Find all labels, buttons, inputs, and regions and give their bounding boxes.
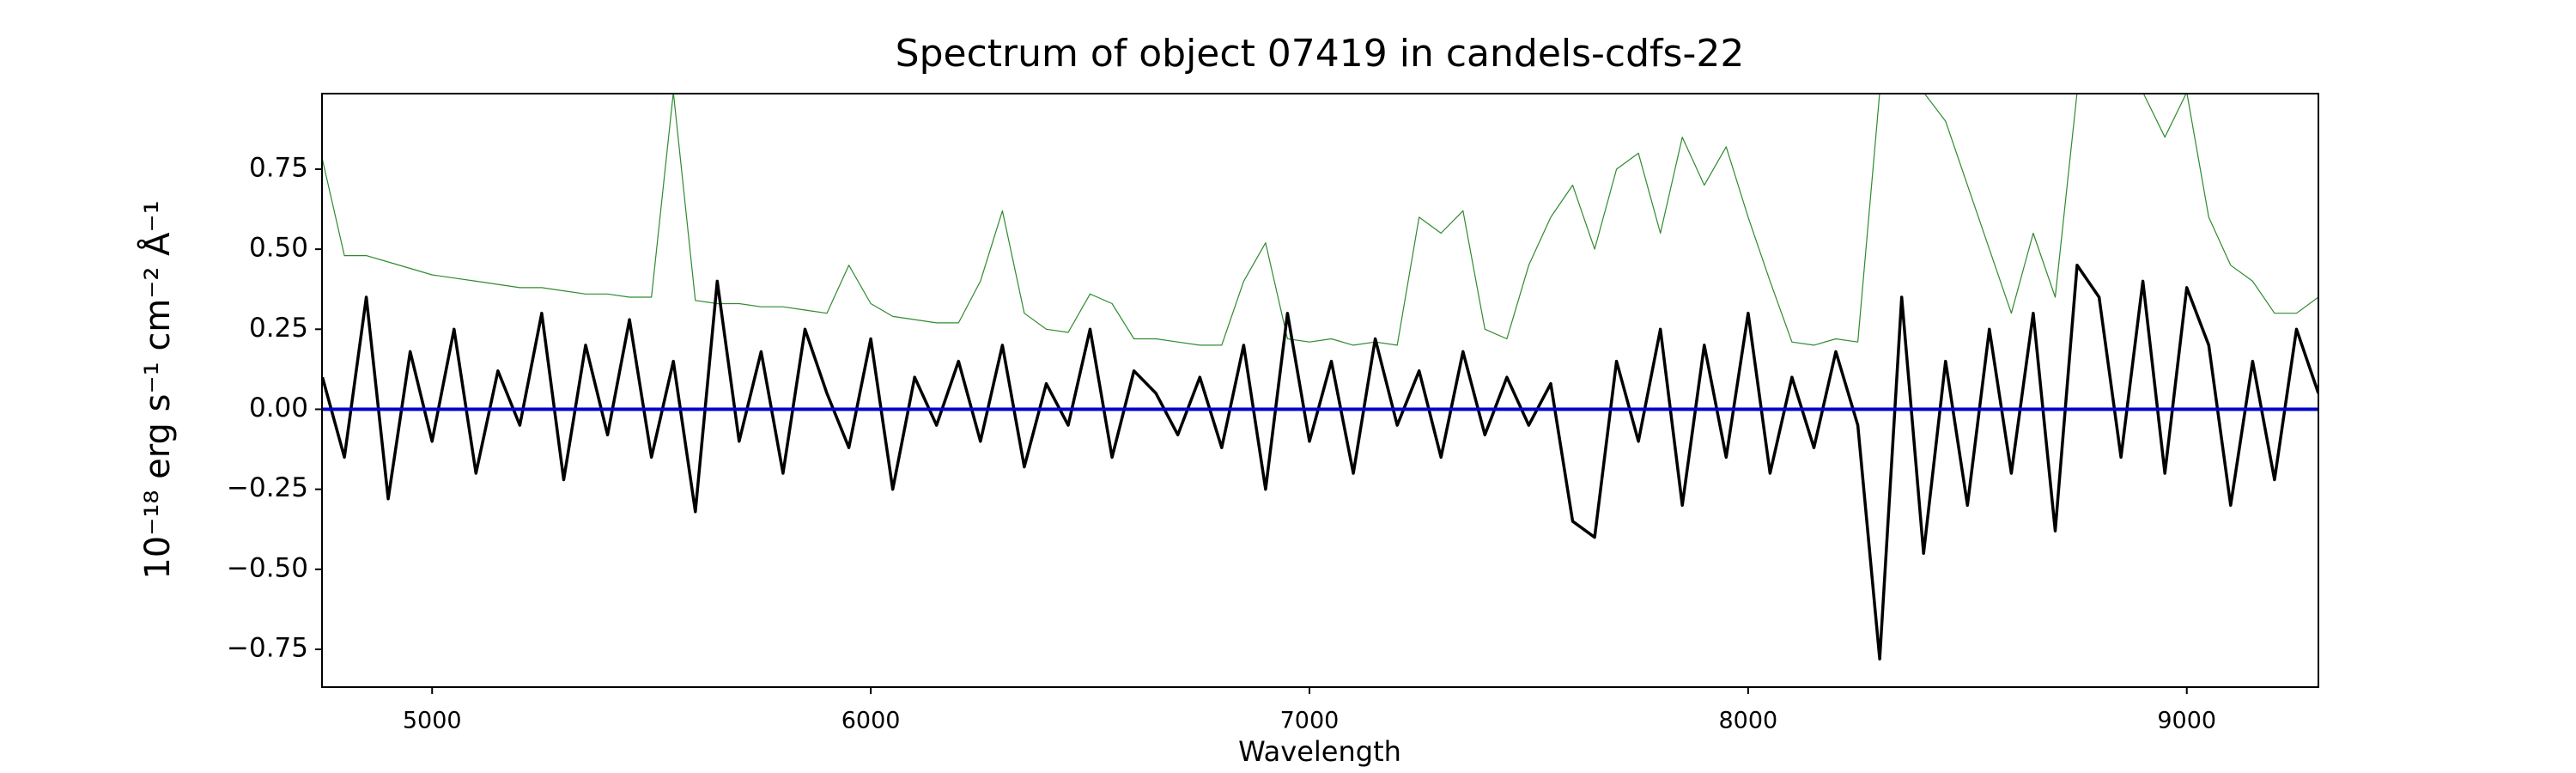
y-tick-label: −0.50 <box>227 552 308 583</box>
x-tick-label: 8000 <box>1719 708 1778 734</box>
x-tick-label: 5000 <box>403 708 462 734</box>
y-tick-label: 0.00 <box>249 393 308 423</box>
series-line <box>322 94 2318 346</box>
y-tick-label: 0.75 <box>249 152 308 183</box>
y-tick-label: 0.25 <box>249 313 308 344</box>
plot-area <box>322 94 2318 660</box>
x-tick-label: 7000 <box>1280 708 1340 734</box>
x-tick-label: 9000 <box>2157 708 2216 734</box>
x-axis-label: Wavelength <box>1238 735 1401 768</box>
axes-frame <box>321 93 2319 688</box>
y-tick-label: 0.50 <box>249 233 308 264</box>
y-axis-label: 10⁻¹⁸ erg s⁻¹ cm⁻² Å⁻¹ <box>137 200 178 579</box>
y-tick-label: −0.25 <box>227 472 308 503</box>
chart-title: Spectrum of object 07419 in candels-cdfs… <box>896 32 1745 76</box>
series-line <box>322 264 2318 660</box>
x-tick-label: 6000 <box>841 708 901 734</box>
y-tick-label: −0.75 <box>227 633 308 664</box>
